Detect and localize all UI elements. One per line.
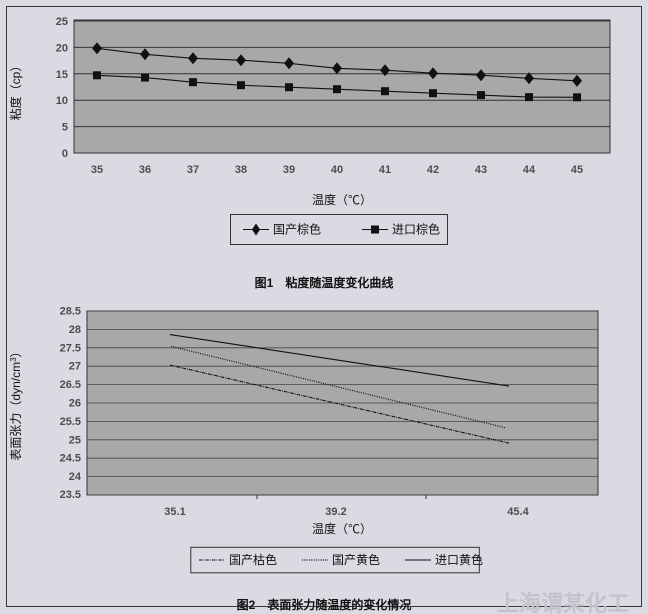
svg-text:36: 36 <box>139 164 151 176</box>
svg-text:0: 0 <box>62 148 68 160</box>
svg-text:42: 42 <box>427 164 439 176</box>
svg-text:43: 43 <box>475 164 487 176</box>
svg-text:表面张力（dyn/cm3）: 表面张力（dyn/cm3） <box>9 345 24 460</box>
svg-text:35.1: 35.1 <box>164 506 185 518</box>
svg-text:27.5: 27.5 <box>60 342 81 354</box>
svg-text:40: 40 <box>331 164 343 176</box>
svg-text:25.5: 25.5 <box>60 416 81 428</box>
svg-text:26: 26 <box>69 398 81 410</box>
svg-text:15: 15 <box>56 69 68 81</box>
svg-text:44: 44 <box>523 164 536 176</box>
svg-text:45: 45 <box>571 164 583 176</box>
svg-text:39: 39 <box>283 164 295 176</box>
svg-text:26.5: 26.5 <box>60 379 81 391</box>
svg-text:国产枯色: 国产枯色 <box>229 552 277 567</box>
svg-text:38: 38 <box>235 164 247 176</box>
svg-text:图1 粘度随温度变化曲线: 图1 粘度随温度变化曲线 <box>255 275 394 290</box>
svg-text:24: 24 <box>69 471 82 483</box>
svg-text:25: 25 <box>56 16 68 28</box>
svg-text:上海谓某化工: 上海谓某化工 <box>497 591 629 614</box>
svg-text:国产黄色: 国产黄色 <box>332 553 380 567</box>
svg-text:25: 25 <box>69 434 81 446</box>
svg-text:35: 35 <box>91 164 103 176</box>
svg-text:粘度（cp）: 粘度（cp） <box>8 60 23 121</box>
svg-text:20: 20 <box>56 42 68 54</box>
svg-text:28.5: 28.5 <box>60 306 81 318</box>
svg-text:41: 41 <box>379 164 391 176</box>
svg-text:进口黄色: 进口黄色 <box>435 553 483 567</box>
svg-text:5: 5 <box>62 122 68 134</box>
svg-text:27: 27 <box>69 361 81 373</box>
svg-text:37: 37 <box>187 164 199 176</box>
svg-text:10: 10 <box>56 95 68 107</box>
svg-text:39.2: 39.2 <box>325 506 346 518</box>
svg-text:28: 28 <box>69 324 81 336</box>
svg-text:国产棕色: 国产棕色 <box>273 222 321 237</box>
svg-text:23.5: 23.5 <box>60 489 81 501</box>
svg-text:进口棕色: 进口棕色 <box>392 222 440 237</box>
svg-text:45.4: 45.4 <box>507 506 529 518</box>
svg-text:24.5: 24.5 <box>60 453 81 465</box>
svg-text:温度（℃）: 温度（℃） <box>312 192 372 207</box>
svg-text:温度（℃）: 温度（℃） <box>312 521 372 536</box>
svg-text:图2 表面张力随温度的变化情况: 图2 表面张力随温度的变化情况 <box>237 597 412 612</box>
